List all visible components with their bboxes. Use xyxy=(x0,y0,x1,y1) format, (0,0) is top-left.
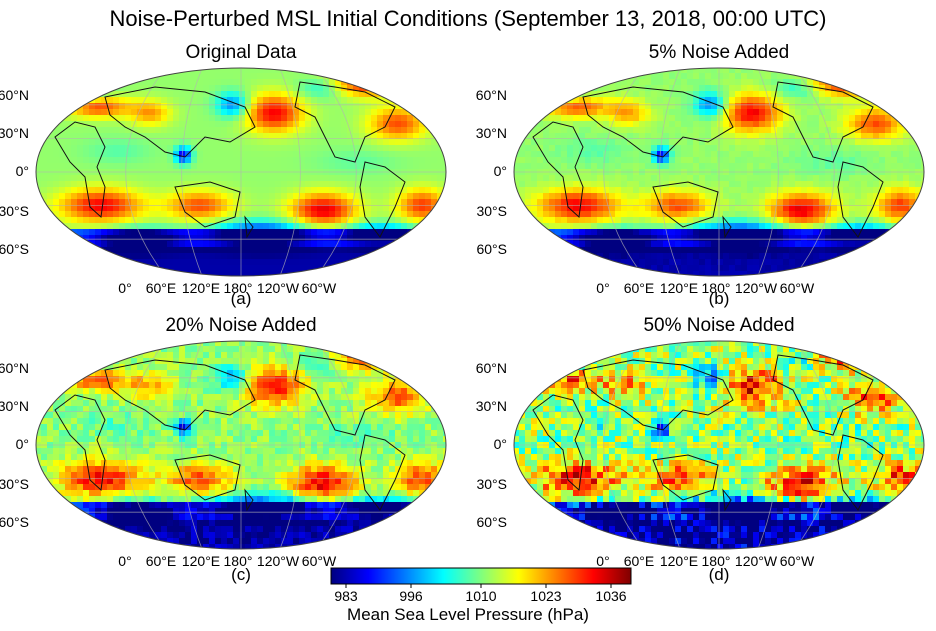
lat-tick-label: 30°N xyxy=(475,125,507,141)
lon-tick-label: 120°W xyxy=(734,553,778,569)
panel-label: (a) xyxy=(230,289,252,308)
colorbar-tick-label: 996 xyxy=(399,588,423,604)
map-panel xyxy=(513,67,925,277)
lon-tick-label: 120°E xyxy=(659,553,699,569)
lon-tick-label: 0° xyxy=(596,280,610,296)
lat-tick-label: 30°S xyxy=(0,476,29,492)
panel-label: (d) xyxy=(708,565,730,584)
lat-tick-label: 60°S xyxy=(0,241,29,257)
lon-tick-label: 60°E xyxy=(145,553,177,569)
lat-tick-label: 60°S xyxy=(476,514,507,530)
lat-tick-label: 60°N xyxy=(0,360,29,376)
panel-label: (b) xyxy=(708,289,730,308)
lon-tick-label: 180° xyxy=(701,553,731,569)
lon-tick-label: 60°W xyxy=(779,553,815,569)
lon-tick-label: 0° xyxy=(596,553,610,569)
lat-tick-label: 60°N xyxy=(0,87,29,103)
lat-tick-label: 30°S xyxy=(0,203,29,219)
lon-tick-label: 120°W xyxy=(256,280,300,296)
colorbar-gradient xyxy=(330,567,632,585)
lon-tick-label: 60°E xyxy=(623,553,655,569)
map-panel xyxy=(513,340,925,550)
lon-tick-label: 0° xyxy=(118,280,132,296)
panel-title: 20% Noise Added xyxy=(165,315,317,336)
lon-tick-label: 120°W xyxy=(734,280,778,296)
lon-tick-label: 60°W xyxy=(301,553,337,569)
figure-title: Noise-Perturbed MSL Initial Conditions (… xyxy=(109,6,827,31)
lat-tick-label: 30°S xyxy=(476,476,507,492)
lat-tick-label: 0° xyxy=(15,436,29,452)
lon-tick-label: 60°W xyxy=(779,280,815,296)
lat-tick-label: 60°S xyxy=(476,241,507,257)
lat-tick-label: 30°N xyxy=(475,398,507,414)
colorbar-tick-label: 983 xyxy=(334,588,358,604)
lon-tick-label: 120°W xyxy=(256,553,300,569)
lon-tick-label: 60°E xyxy=(145,280,177,296)
lon-tick-label: 60°E xyxy=(623,280,655,296)
lon-tick-label: 120°E xyxy=(181,553,221,569)
map-panel xyxy=(35,340,447,550)
lat-tick-label: 0° xyxy=(493,436,507,452)
colorbar-tick-label: 1023 xyxy=(530,588,562,604)
map-panel xyxy=(35,67,447,277)
panel-title: Original Data xyxy=(185,42,297,63)
lat-tick-label: 60°S xyxy=(0,514,29,530)
lat-tick-label: 0° xyxy=(15,163,29,179)
lat-tick-label: 30°N xyxy=(0,125,29,141)
colorbar-tick-label: 1010 xyxy=(465,588,497,604)
lon-tick-label: 180° xyxy=(223,553,253,569)
lon-tick-label: 120°E xyxy=(659,280,699,296)
lon-tick-label: 60°W xyxy=(301,280,337,296)
lat-tick-label: 30°S xyxy=(476,203,507,219)
lat-tick-label: 30°N xyxy=(0,398,29,414)
lon-tick-label: 0° xyxy=(118,553,132,569)
lon-tick-label: 180° xyxy=(223,280,253,296)
colorbar-title: Mean Sea Level Pressure (hPa) xyxy=(347,605,589,624)
lon-tick-label: 180° xyxy=(701,280,731,296)
panel-label: (c) xyxy=(231,565,251,584)
panel-title: 5% Noise Added xyxy=(648,42,790,63)
colorbar-tick-label: 1036 xyxy=(595,588,627,604)
lat-tick-label: 60°N xyxy=(475,360,507,376)
lat-tick-label: 0° xyxy=(493,163,507,179)
lon-tick-label: 120°E xyxy=(181,280,221,296)
panel-title: 50% Noise Added xyxy=(643,315,795,336)
lat-tick-label: 60°N xyxy=(475,87,507,103)
